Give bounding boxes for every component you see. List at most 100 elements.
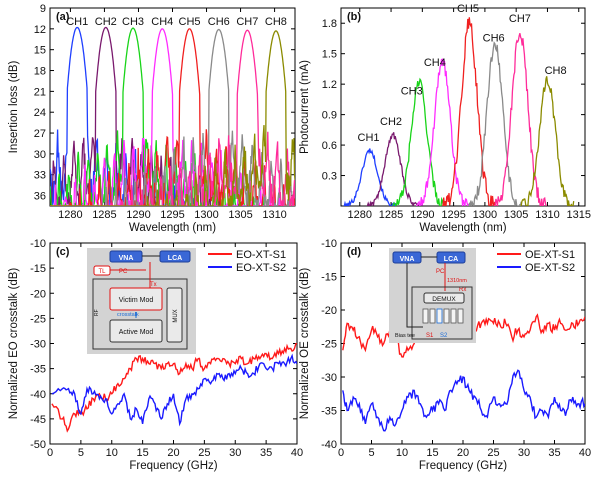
inset-eo-setup: VNA LCA TL PC Victim Mod Active Mod MUX Tx cross… — [87, 248, 196, 354]
y-axis-label: Insertion loss (dB) — [8, 60, 20, 153]
inset-rf-path — [406, 263, 423, 328]
series-line-ch7 — [50, 29, 295, 206]
y-tick-label: 1.2 — [322, 79, 337, 91]
inset-box — [109, 319, 163, 343]
inset-victim-mod: Victim Mod — [119, 297, 154, 304]
y-tick-label: 9 — [40, 3, 46, 15]
inset-photodiode — [422, 308, 429, 324]
x-tick-label: 1300 — [194, 209, 218, 221]
y-tick-label: -35 — [321, 406, 337, 418]
series-line-oe-xt-s2 — [342, 369, 585, 432]
legend-label: EO-XT-S1 — [236, 249, 286, 261]
series-line-ch3 — [392, 77, 447, 206]
x-tick-label: 40 — [579, 447, 591, 459]
y-tick-label: 0.9 — [322, 110, 337, 122]
channel-label: CH3 — [401, 85, 423, 97]
inset-tl: TL — [98, 269, 106, 275]
y-tick-label: -10 — [321, 238, 337, 250]
x-tick-label: 25 — [487, 447, 499, 459]
inset-rf: RF — [94, 309, 100, 316]
y-tick-label: 30 — [34, 149, 46, 161]
y-tick-label: 0.3 — [322, 171, 337, 183]
x-tick-label: 1310 — [262, 209, 286, 221]
inset-bias-tee: Bias tee — [395, 333, 415, 339]
y-tick-label: -10 — [30, 238, 46, 250]
channel-label: CH7 — [236, 16, 258, 28]
channel-label: CH5 — [457, 3, 479, 15]
y-tick-label: 12 — [34, 24, 46, 36]
channel-label: CH2 — [95, 16, 117, 28]
x-tick-label: 35 — [548, 447, 560, 459]
y-tick-label: -15 — [321, 272, 337, 284]
channel-label: CH8 — [545, 65, 567, 77]
series-line-ch6 — [50, 28, 295, 206]
channel-label: CH8 — [265, 16, 287, 28]
inset-pc: PC — [119, 269, 128, 275]
x-tick-label: 1280 — [58, 209, 82, 221]
series-line-ch2 — [366, 132, 420, 206]
x-axis-label: Frequency (GHz) — [419, 460, 507, 472]
x-axis-label: Wavelength (nm) — [129, 222, 216, 234]
inset-photodiode — [436, 308, 443, 324]
panel-b-photocurrent: 1280 1285 1290 1295 1300 1305 1310 1315 0.3 0.6 0.… — [299, 3, 591, 234]
x-tick-label: 15 — [426, 447, 438, 459]
y-tick-label: 1.8 — [322, 18, 337, 30]
series-line-ch7 — [493, 33, 547, 206]
inset-active-mod: Active Mod — [119, 329, 154, 336]
y-tick-label: -25 — [321, 339, 337, 351]
series-line-ch5 — [442, 17, 497, 206]
inset-photodiode — [429, 308, 436, 324]
channel-label: CH5 — [179, 16, 201, 28]
channel-label: CH6 — [483, 33, 505, 45]
y-axis-label: Normalized OE crosstalk (dB) — [299, 268, 311, 420]
x-tick-label: 15 — [137, 447, 149, 459]
inset-lca: LCA — [168, 255, 182, 262]
y-tick-label: -20 — [321, 305, 337, 317]
x-tick-label: 35 — [260, 447, 272, 459]
panel-label: (d) — [347, 246, 361, 258]
x-tick-label: 1315 — [567, 209, 591, 221]
inset-photodiode — [457, 308, 464, 324]
channel-label: CH4 — [424, 57, 446, 69]
inset-photodiode — [450, 308, 457, 324]
inset-photodiode — [443, 308, 450, 324]
legend-label: EO-XT-S2 — [236, 262, 286, 274]
inset-wavelength: 1310nm — [447, 278, 467, 284]
panel-label: (c) — [56, 246, 70, 258]
y-tick-label: -35 — [30, 364, 46, 376]
inset-s1: S1 — [426, 333, 434, 339]
channel-label: CH2 — [380, 116, 402, 128]
y-tick-label: 24 — [34, 107, 46, 119]
y-tick-label: -30 — [321, 372, 337, 384]
y-tick-label: -40 — [30, 389, 46, 401]
channel-label: CH6 — [208, 16, 230, 28]
y-tick-label: -30 — [30, 339, 46, 351]
panel-label: (a) — [56, 11, 70, 23]
channel-label: CH1 — [66, 16, 88, 28]
inset-tx: Tx — [150, 282, 157, 288]
inset-chip — [92, 278, 188, 350]
x-axis-label: Wavelength (nm) — [419, 222, 506, 234]
y-axis-label: Normalized EO crosstalk (dB) — [8, 268, 20, 420]
y-axis-label: Photocurrent (mA) — [299, 60, 311, 154]
x-tick-label: 20 — [167, 447, 179, 459]
channel-label: CH3 — [122, 16, 144, 28]
panel-d-oe-crosstalk: 0 5 10 15 20 25 30 35 40 -40 -35 -30 -25 -20 -15 -10 Fre… — [299, 238, 591, 472]
legend-label: OE-XT-S1 — [525, 249, 575, 261]
x-tick-label: 1290 — [410, 209, 434, 221]
x-tick-label: 1290 — [126, 209, 150, 221]
series-line-ch6 — [467, 41, 522, 206]
inset-s2: S2 — [440, 333, 448, 339]
series-line-ch4 — [50, 28, 295, 206]
x-tick-label: 30 — [518, 447, 530, 459]
x-tick-label: 40 — [291, 447, 303, 459]
inset-pc: PC — [436, 269, 445, 275]
x-tick-label: 0 — [338, 447, 344, 459]
x-tick-label: 10 — [106, 447, 118, 459]
inset-demux: DEMUX — [432, 296, 456, 303]
x-tick-label: 1295 — [441, 209, 465, 221]
x-tick-label: 1285 — [92, 209, 116, 221]
y-tick-label: -15 — [30, 263, 46, 275]
x-tick-label: 25 — [198, 447, 210, 459]
